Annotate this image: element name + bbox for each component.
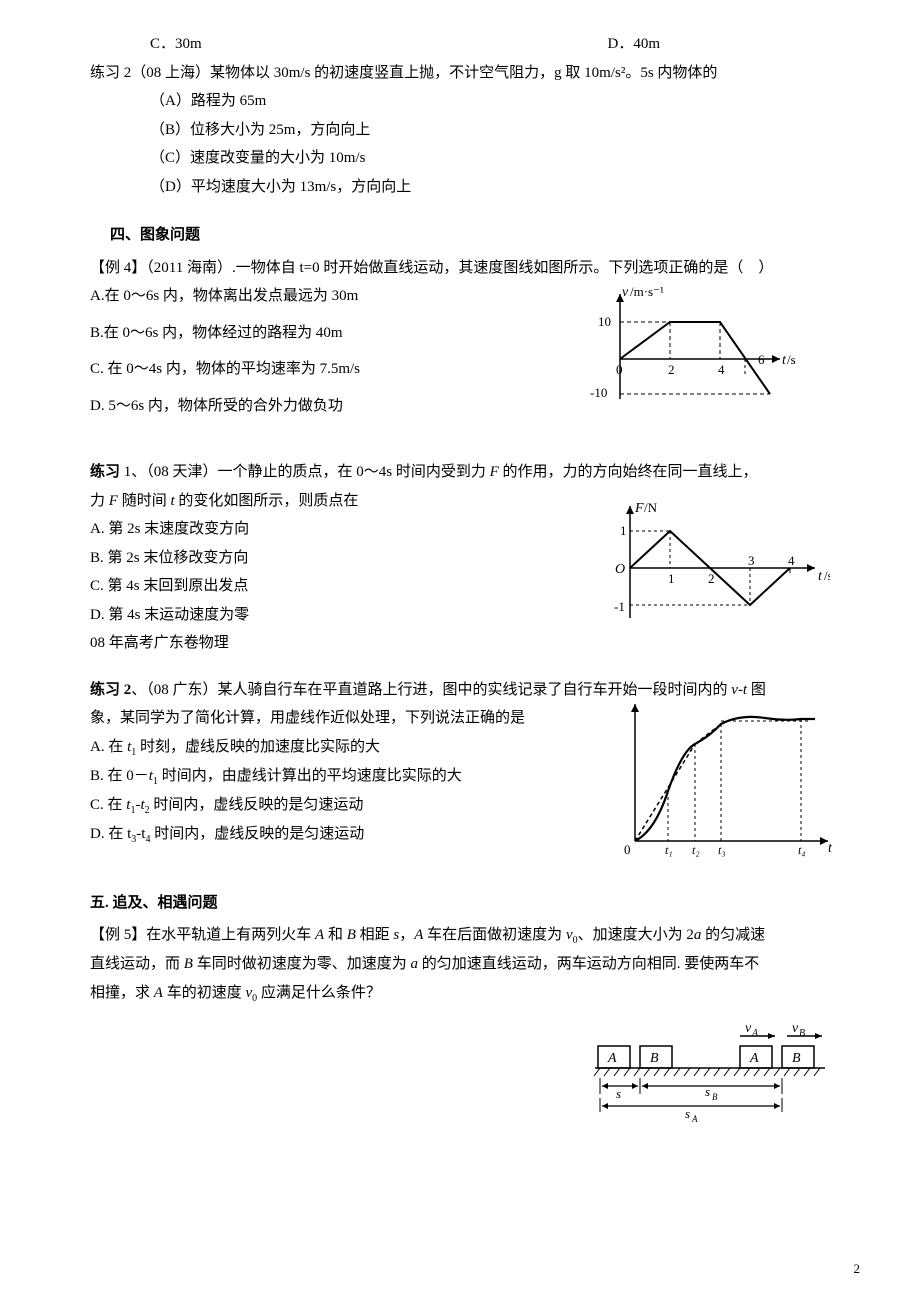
practice-2b-block: 练习 2、（08 广东）某人骑自行车在平直道路上行进，图中的实线记录了自行车开始… [90, 676, 860, 849]
ex4-opt-c: C. 在 0～4s 内，物体的平均速率为 7.5m/s [90, 355, 510, 384]
svg-text:t₂: t₂ [692, 843, 700, 857]
p2-opt-b: （B）位移大小为 25m，方向向上 [90, 116, 860, 145]
p1b-ft-graph: F /N t /s O 1 -1 1 2 3 4 [600, 498, 830, 628]
svg-text:v: v [745, 1021, 752, 1036]
svg-text:/s: /s [824, 568, 830, 583]
svg-text:-1: -1 [614, 599, 625, 614]
svg-text:10: 10 [598, 314, 611, 329]
page-number: 2 [854, 1257, 861, 1282]
svg-text:/N: /N [644, 500, 658, 515]
ex5-line2: 直线运动，而 B 车同时做初速度为零、加速度为 a 的匀加速直线运动，两车运动方… [90, 950, 860, 979]
svg-text:A: A [749, 1051, 759, 1066]
svg-text:1: 1 [668, 571, 675, 586]
example-4-block: 【例 4】（2011 海南）.一物体自 t=0 时开始做直线运动，其速度图线如图… [90, 254, 860, 421]
ex5-train-diagram: vA vB A B A B s sB sA [590, 1018, 850, 1128]
svg-text:/m·s⁻¹: /m·s⁻¹ [630, 284, 664, 299]
svg-text:B: B [650, 1051, 659, 1066]
svg-text:F: F [634, 501, 644, 516]
ex4-opt-a: A.在 0～6s 内，物体离出发点最远为 30m [90, 282, 510, 311]
svg-text:v: v [792, 1021, 799, 1036]
svg-text:B: B [712, 1092, 718, 1102]
svg-text:t: t [828, 841, 833, 856]
svg-text:t₄: t₄ [798, 843, 806, 857]
svg-text:s: s [705, 1084, 710, 1099]
ex4-stem: 【例 4】（2011 海南）.一物体自 t=0 时开始做直线运动，其速度图线如图… [90, 254, 860, 283]
svg-text:-10: -10 [590, 385, 607, 400]
svg-text:4: 4 [788, 553, 795, 568]
option-c: C．30m [150, 30, 202, 59]
svg-text:A: A [691, 1114, 698, 1124]
svg-text:v: v [622, 285, 629, 300]
svg-text:t: t [818, 569, 823, 584]
svg-text:2: 2 [668, 362, 675, 377]
practice-1b-block: 练习 1、（08 天津）一个静止的质点，在 0～4s 时间内受到力 F 的作用，… [90, 458, 860, 658]
practice-2-stem: 练习 2（08 上海）某物体以 30m/s 的初速度竖直上抛，不计空气阻力，g … [90, 59, 860, 88]
svg-text:A: A [607, 1051, 617, 1066]
svg-text:O: O [615, 562, 625, 577]
svg-text:/s: /s [787, 352, 796, 367]
svg-text:t₁: t₁ [665, 843, 673, 857]
svg-text:0: 0 [616, 362, 623, 377]
p2-opt-d: （D）平均速度大小为 13m/s，方向向上 [90, 173, 860, 202]
section-5-title: 五. 追及、相遇问题 [90, 889, 860, 918]
svg-text:A: A [751, 1028, 759, 1039]
svg-text:t₃: t₃ [718, 843, 726, 857]
svg-text:0: 0 [624, 842, 631, 857]
options-row-cd: C．30m D．40m [90, 30, 860, 59]
ex4-vt-graph: v /m·s⁻¹ t /s 10 -10 0 2 4 6 [580, 284, 800, 414]
p1b-stem1: 1、（08 天津）一个静止的质点，在 0～4s 时间内受到力 F 的作用，力的方… [124, 464, 758, 480]
p1b-label: 练习 [90, 464, 120, 480]
svg-text:4: 4 [718, 362, 725, 377]
section-4-title: 四、图象问题 [90, 221, 860, 250]
ex4-opt-b: B.在 0～6s 内，物体经过的路程为 40m [90, 319, 510, 348]
ex4-opt-d: D. 5～6s 内，物体所受的合外力做负功 [90, 392, 510, 421]
svg-text:1: 1 [620, 523, 627, 538]
svg-text:3: 3 [748, 553, 755, 568]
svg-text:B: B [792, 1051, 801, 1066]
svg-text:2: 2 [708, 571, 715, 586]
p2-opt-a: （A）路程为 65m [90, 87, 860, 116]
ex5-line1: 【例 5】在水平轨道上有两列火车 A 和 B 相距 s，A 车在后面做初速度为 … [90, 921, 860, 950]
p1b-note: 08 年高考广东卷物理 [90, 629, 860, 658]
svg-text:s: s [616, 1086, 621, 1101]
svg-text:6: 6 [758, 352, 765, 367]
p2-opt-c: （C）速度改变量的大小为 10m/s [90, 144, 860, 173]
svg-text:s: s [685, 1106, 690, 1121]
svg-text:B: B [799, 1028, 805, 1039]
option-d: D．40m [607, 30, 660, 59]
ex5-line3: 相撞，求 A 车的初速度 v0 应满足什么条件？ [90, 979, 860, 1008]
p2b-vt-graph: 0 t t₁ t₂ t₃ t₄ [610, 696, 840, 861]
